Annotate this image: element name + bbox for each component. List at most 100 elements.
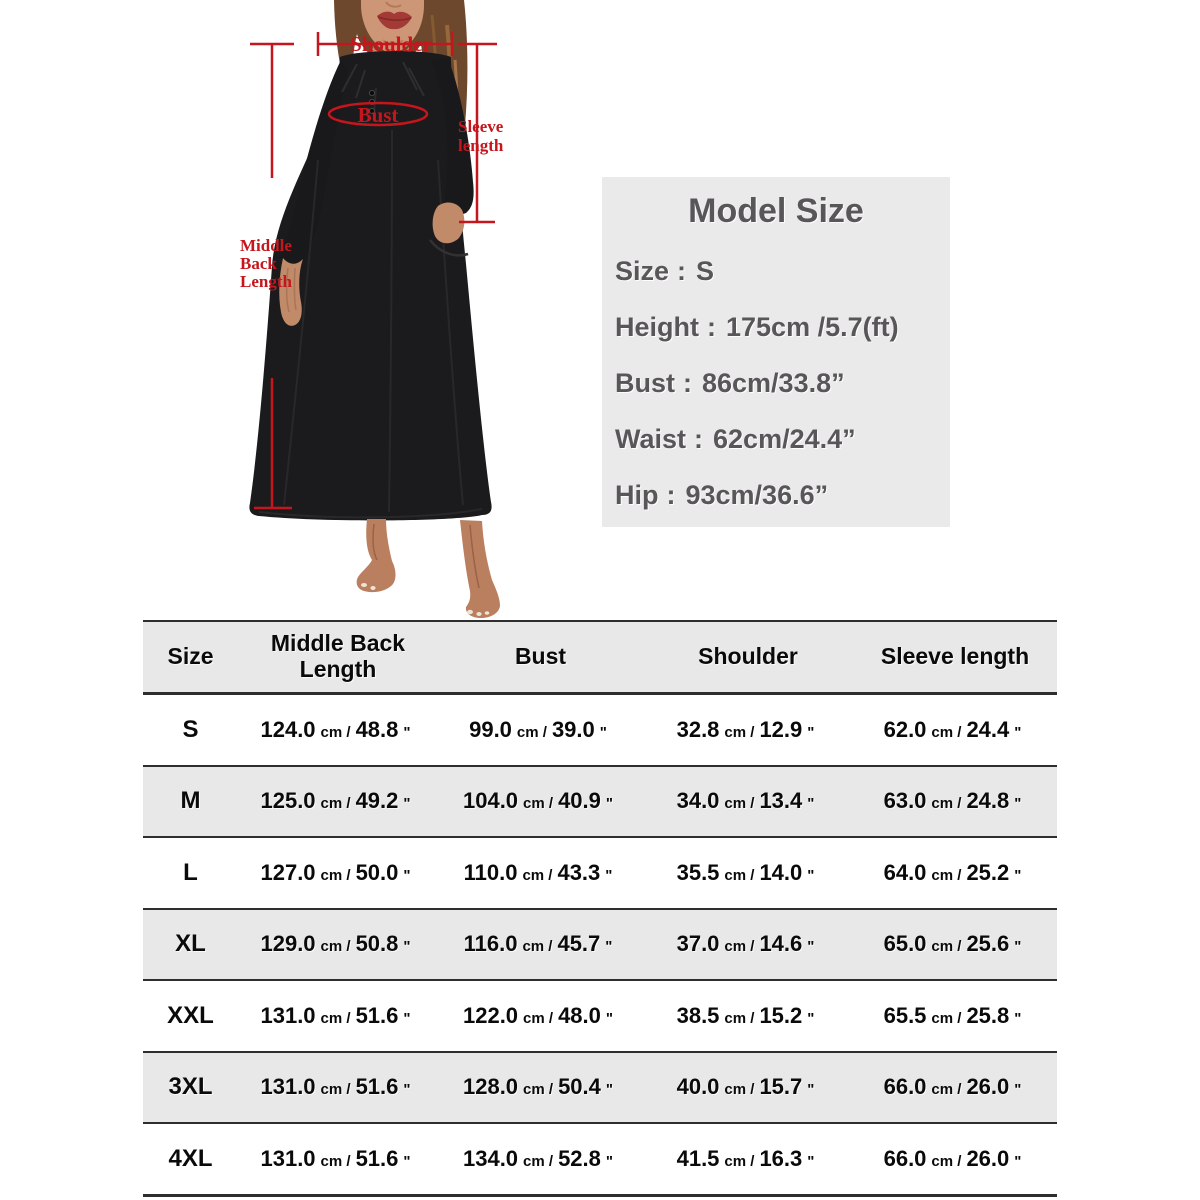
cm-unit: cm / (320, 1081, 351, 1099)
inch-value: 50.8 (355, 931, 399, 957)
cm-value: 131.0 (260, 1002, 316, 1028)
model-size-row: Hip:93cm/36.6” (615, 479, 950, 511)
inch-value: 49.2 (355, 788, 399, 814)
middle-back-cell: 127.0 cm /50.0 " (238, 860, 438, 886)
size-cell: XL (175, 930, 206, 958)
cm-unit: cm / (931, 1152, 962, 1170)
table-row-l: L 127.0 cm /50.0 " 110.0 cm /43.3 " 35.5 cm /… (143, 838, 1057, 910)
inch-value: 51.6 (355, 1074, 399, 1100)
model-size-label: Waist (615, 424, 687, 454)
inch-unit: " (1014, 723, 1022, 741)
inch-unit: " (605, 866, 613, 884)
cm-value: 65.5 (883, 1002, 927, 1028)
inch-unit: " (1014, 1152, 1022, 1170)
inch-value: 52.8 (558, 1145, 601, 1171)
inch-value: 24.8 (966, 788, 1010, 814)
inch-unit: " (403, 938, 411, 956)
inch-value: 40.9 (558, 788, 601, 814)
model-size-value: 93cm/36.6” (685, 480, 829, 510)
bust-cell: 122.0 cm /48.0 " (438, 1003, 643, 1029)
model-photo: Shoulder Bust Sleeve length Middle Back … (240, 0, 504, 618)
shoulder-cell: 35.5 cm /14.0 " (643, 860, 853, 886)
bust-cell: 128.0 cm /50.4 " (438, 1074, 643, 1100)
bust-cell: 99.0 cm /39.0 " (438, 717, 643, 743)
cm-unit: cm / (931, 795, 962, 813)
bust-cell: 104.0 cm /40.9 " (438, 788, 643, 814)
inch-unit: " (807, 1009, 815, 1027)
pocket-slit (429, 239, 469, 257)
cm-unit: cm / (320, 795, 351, 813)
cm-value: 64.0 (883, 859, 927, 885)
inch-unit: " (807, 866, 815, 884)
cm-unit: cm / (931, 1081, 962, 1099)
inch-value: 12.9 (759, 716, 803, 742)
cm-value: 110.0 (463, 859, 518, 885)
header-bust: Bust (514, 643, 567, 670)
cm-unit: cm / (724, 795, 755, 813)
cm-value: 116.0 (463, 931, 518, 957)
bust-ellipse (327, 101, 429, 127)
header-sleeve-length: Sleeve length (880, 643, 1030, 670)
inch-unit: " (807, 795, 815, 813)
cm-unit: cm / (523, 1009, 554, 1027)
annotation-labels: Shoulder Bust Sleeve length Middle Back … (240, 32, 504, 291)
cm-value: 134.0 (462, 1145, 519, 1171)
cm-value: 65.0 (883, 931, 927, 957)
inch-unit: " (807, 1152, 815, 1170)
model-size-value: S (696, 256, 715, 286)
model-size-row: Waist:62cm/24.4” (615, 423, 950, 455)
model-size-value: 86cm/33.8” (702, 368, 845, 398)
cm-value: 127.0 (260, 859, 316, 885)
middle-back-cell: 125.0 cm /49.2 " (238, 788, 438, 814)
inch-unit: " (1014, 938, 1022, 956)
inch-unit: " (1014, 1081, 1022, 1099)
measurement-annotations (250, 32, 497, 510)
cm-unit: cm / (724, 1081, 755, 1099)
separator: : (694, 424, 704, 454)
inch-value: 15.7 (759, 1074, 803, 1100)
middle-back-label-line3: Length (240, 272, 293, 291)
inch-value: 13.4 (759, 788, 803, 814)
cm-unit: cm / (516, 723, 547, 741)
table-row-4xl: 4XL 131.0 cm /51.6 " 134.0 cm /52.8 " 41.5 cm… (143, 1124, 1057, 1194)
middle-back-cell: 131.0 cm /51.6 " (238, 1003, 438, 1029)
inch-unit: " (403, 795, 411, 813)
cm-value: 32.8 (676, 716, 720, 742)
cm-value: 63.0 (883, 788, 927, 814)
cm-value: 99.0 (469, 716, 512, 742)
cm-value: 40.0 (676, 1074, 720, 1100)
cm-unit: cm / (724, 1152, 755, 1170)
cm-value: 129.0 (260, 931, 316, 957)
inch-value: 50.4 (558, 1074, 601, 1100)
model-size-label: Bust (615, 368, 675, 398)
size-cell: 4XL (168, 1144, 213, 1172)
shoulder-cell: 37.0 cm /14.6 " (643, 931, 853, 957)
separator: : (677, 256, 687, 286)
inch-value: 25.2 (966, 859, 1010, 885)
model-right-foot (460, 520, 500, 618)
cm-unit: cm / (320, 938, 351, 956)
inch-value: 45.7 (557, 931, 601, 957)
inch-value: 43.3 (557, 859, 601, 885)
cm-value: 131.0 (260, 1074, 316, 1100)
model-size-panel: Model Size Size: S Height:175cm /5.7(ft) … (602, 177, 950, 527)
cm-value: 38.5 (676, 1002, 720, 1028)
inch-unit: " (605, 1009, 614, 1027)
table-row-xl: XL 129.0 cm /50.8 " 116.0 cm /45.7 " 37.0 cm … (143, 909, 1057, 981)
cm-value: 62.0 (883, 716, 927, 742)
nose-shadow (385, 1, 402, 8)
header-text: Middle Back Length (270, 630, 406, 682)
inch-unit: " (807, 723, 815, 741)
separator: : (707, 312, 716, 342)
sleeve-cell: 65.5 cm /25.8 " (853, 1003, 1057, 1029)
inch-unit: " (605, 938, 613, 956)
separator: : (683, 368, 692, 398)
sleeve-cell: 66.0 cm /26.0 " (853, 1074, 1057, 1100)
cm-unit: cm / (931, 723, 962, 741)
cm-unit: cm / (724, 938, 755, 956)
cm-value: 37.0 (676, 931, 720, 957)
inch-value: 51.6 (355, 1002, 399, 1028)
size-cell: S (182, 715, 199, 743)
table-row-m: M 125.0 cm /49.2 " 104.0 cm /40.9 " 34.0 cm /… (143, 766, 1057, 838)
cm-value: 41.5 (676, 1145, 720, 1171)
